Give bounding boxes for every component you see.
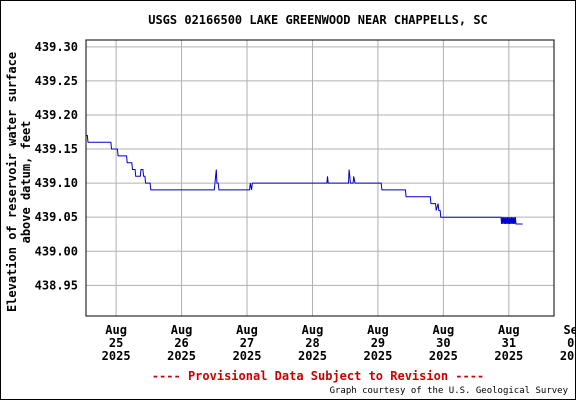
series-line-0 <box>86 134 523 225</box>
y-axis-label-line2: above datum, feet <box>19 121 33 244</box>
y-tick-labels: 439.30 439.25 439.20 439.15 439.10 439.05 439.… <box>35 40 78 293</box>
series-group <box>86 134 523 225</box>
x-tick-label: Aug 29 2025 <box>363 323 392 363</box>
y-tick-label: 438.95 <box>35 278 78 292</box>
x-tick-label: Aug 28 2025 <box>298 323 327 363</box>
graph-credit: Graph courtesy of the U.S. Geological Su… <box>330 386 569 396</box>
y-tick-label: 439.15 <box>35 142 78 156</box>
x-tick-label: Aug 31 2025 <box>494 323 523 363</box>
y-tick-label: 439.30 <box>35 40 78 54</box>
y-tick-label: 439.10 <box>35 176 78 190</box>
y-tick-label: 439.25 <box>35 74 78 88</box>
y-tick-label: 439.05 <box>35 210 78 224</box>
grid-lines <box>86 40 554 316</box>
chart-title: USGS 02166500 LAKE GREENWOOD NEAR CHAPPE… <box>148 13 488 27</box>
x-tick-label: Aug 27 2025 <box>233 323 262 363</box>
x-tick-labels: Aug 25 2025 Aug 26 2025 Aug 27 2025 Aug 28 2025 Aug 2… <box>102 323 576 363</box>
x-tick-label: Sep012025 <box>560 323 576 363</box>
plot-area-border <box>85 39 555 317</box>
x-tick-label: Aug 30 2025 <box>429 323 458 363</box>
y-tick-label: 439.00 <box>35 244 78 258</box>
y-axis-label-line1: Elevation of reservoir water surface <box>5 52 19 312</box>
y-axis-label: Elevation of reservoir water surface abo… <box>5 52 33 312</box>
provisional-notice: ---- Provisional Data Subject to Revisio… <box>152 369 484 383</box>
y-tick-label: 439.20 <box>35 108 78 122</box>
x-tick-label: Aug 25 2025 <box>102 323 131 363</box>
x-tick-label: Aug 26 2025 <box>167 323 196 363</box>
